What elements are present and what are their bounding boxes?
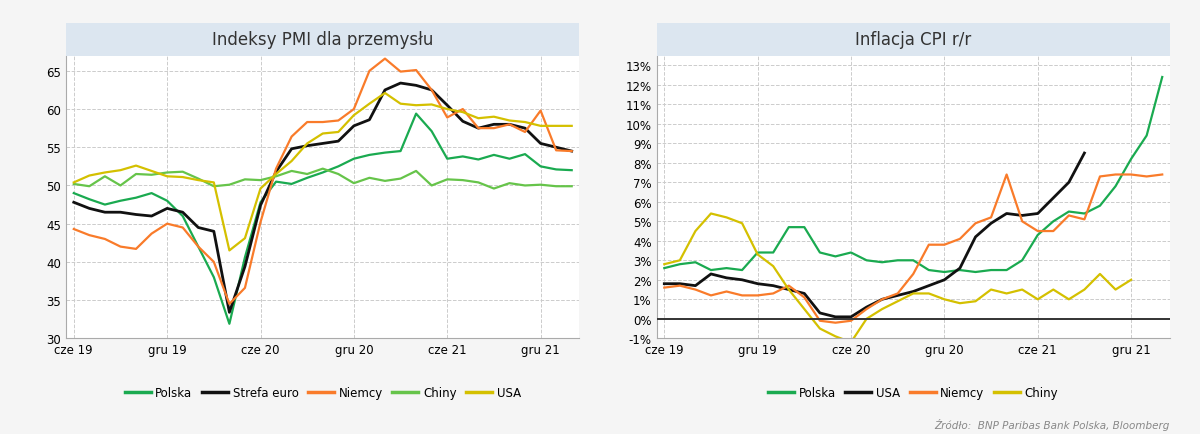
Legend: Polska, USA, Niemcy, Chiny: Polska, USA, Niemcy, Chiny	[763, 381, 1063, 404]
Text: Indeksy PMI dla przemysłu: Indeksy PMI dla przemysłu	[212, 31, 433, 49]
Text: Źródło:  BNP Paribas Bank Polska, Bloomberg: Źródło: BNP Paribas Bank Polska, Bloombe…	[935, 418, 1170, 430]
Text: Inflacja CPI r/r: Inflacja CPI r/r	[856, 31, 971, 49]
Legend: Polska, Strefa euro, Niemcy, Chiny, USA: Polska, Strefa euro, Niemcy, Chiny, USA	[120, 381, 526, 404]
